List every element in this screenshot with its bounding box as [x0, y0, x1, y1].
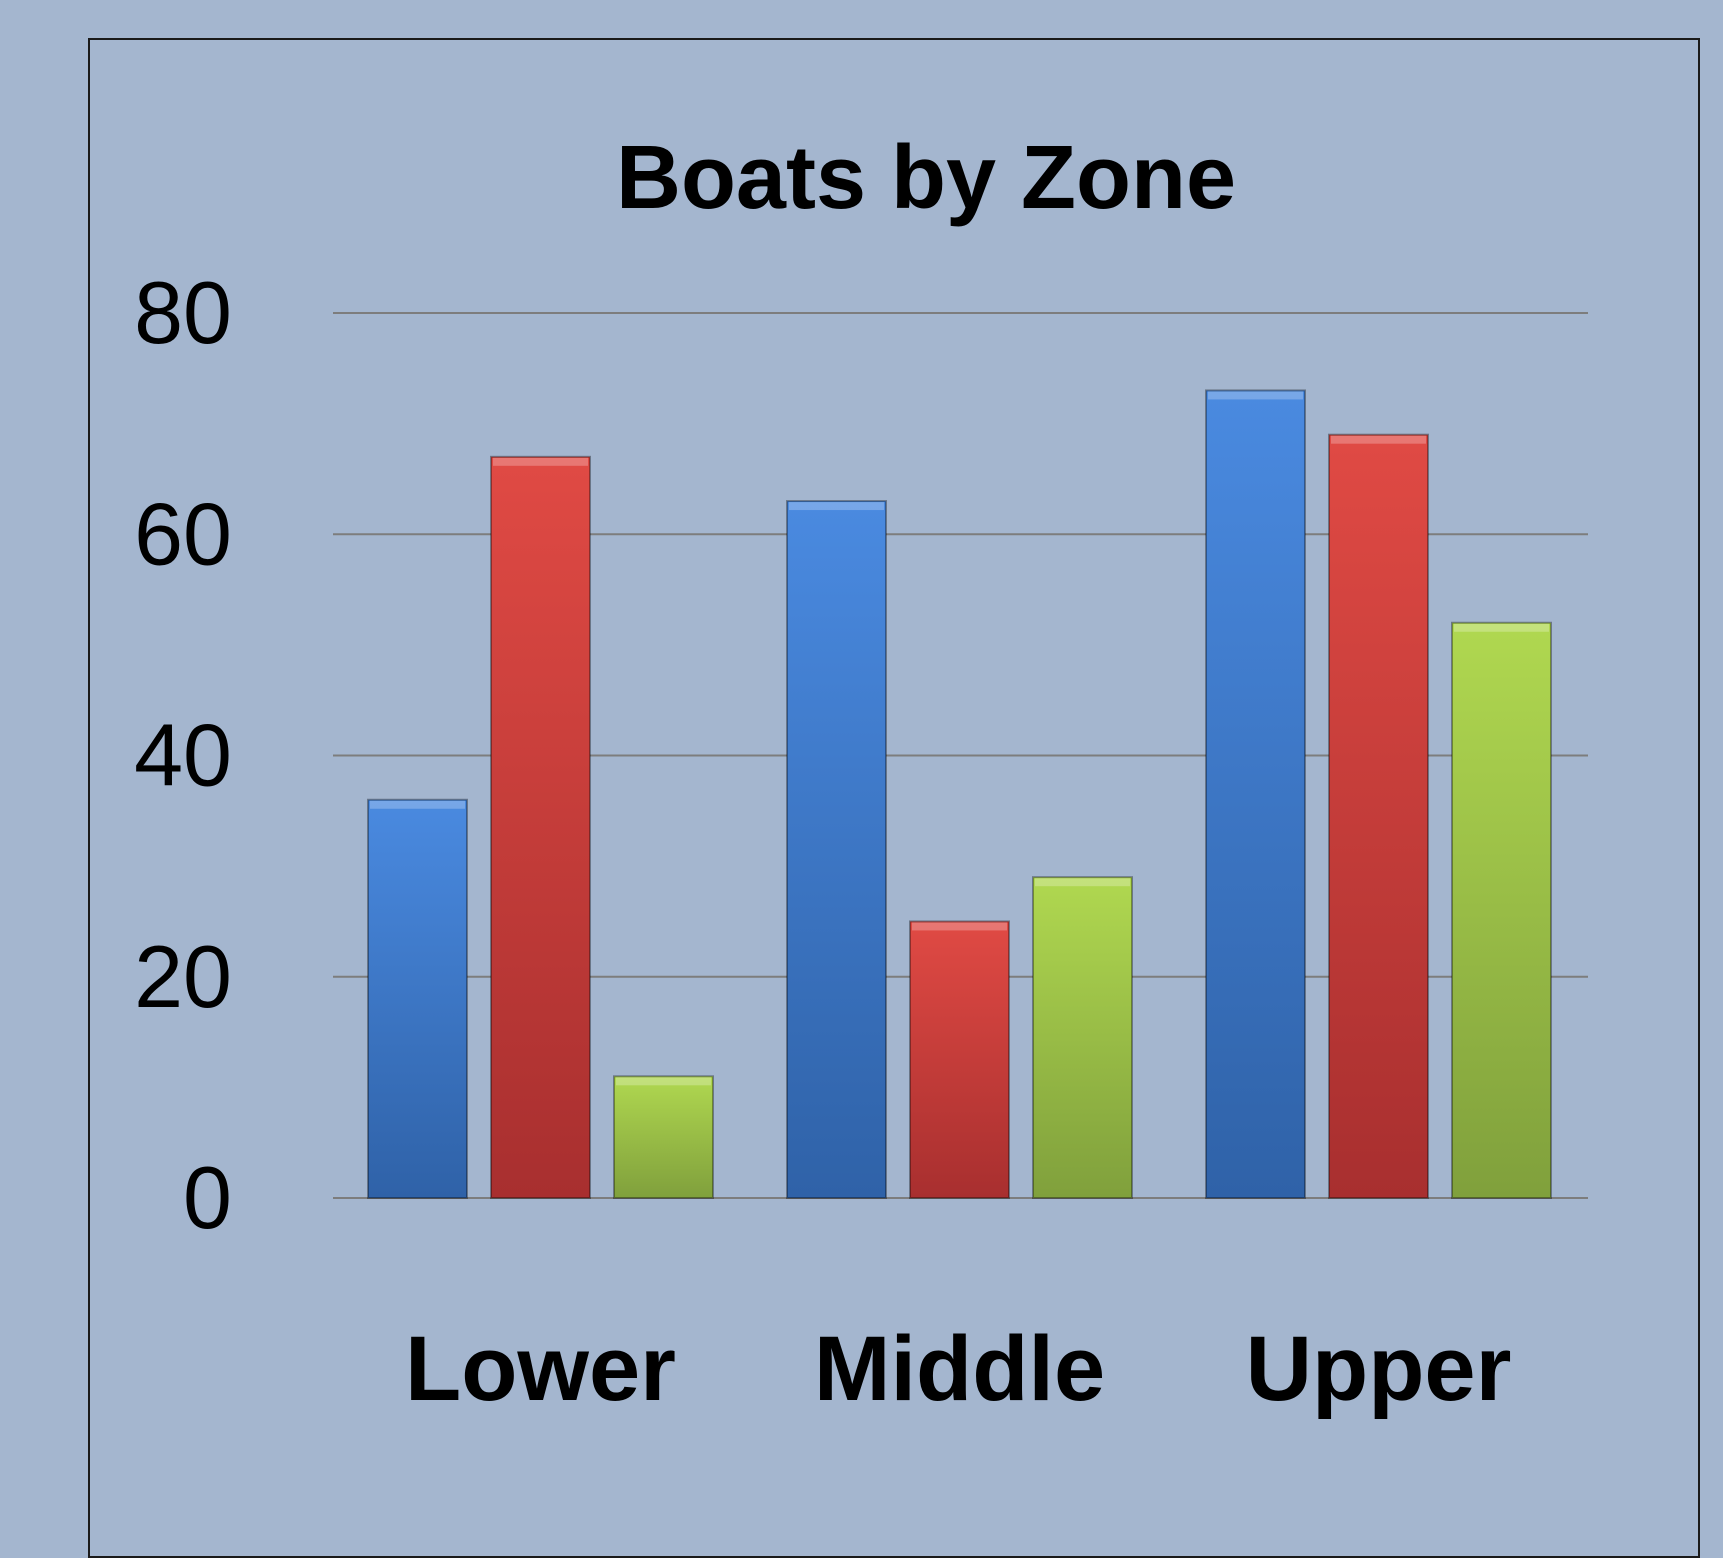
- bar-highlight: [1035, 878, 1130, 887]
- x-category-label: Middle: [814, 1318, 1105, 1420]
- bar: [1032, 876, 1133, 1199]
- bar-highlight: [1208, 391, 1303, 400]
- y-tick-label: 80: [134, 263, 232, 362]
- bar-highlight: [912, 922, 1007, 931]
- x-category-label: Upper: [1246, 1318, 1512, 1420]
- bars: [367, 389, 1552, 1199]
- y-axis-ticks: 0 20 40 60 80: [134, 263, 232, 1247]
- bar: [786, 500, 887, 1199]
- bar: [367, 798, 468, 1199]
- bar-highlight: [1331, 435, 1426, 444]
- x-category-label: Lower: [405, 1318, 676, 1420]
- bar-highlight: [789, 502, 884, 511]
- bar: [490, 455, 591, 1199]
- bar: [613, 1075, 714, 1199]
- bar: [1205, 389, 1306, 1199]
- bar-highlight: [1454, 623, 1549, 632]
- bar-highlight: [370, 800, 465, 809]
- y-tick-label: 60: [134, 484, 232, 583]
- bar: [1328, 433, 1429, 1199]
- chart-title: Boats by Zone: [616, 128, 1236, 228]
- bar-highlight: [616, 1077, 711, 1086]
- y-tick-label: 0: [183, 1148, 232, 1247]
- x-axis-categories: Lower Middle Upper: [405, 1318, 1511, 1420]
- y-tick-label: 20: [134, 927, 232, 1026]
- y-tick-label: 40: [134, 706, 232, 805]
- bar-highlight: [493, 457, 588, 466]
- bar: [1451, 621, 1552, 1199]
- bar: [909, 920, 1010, 1199]
